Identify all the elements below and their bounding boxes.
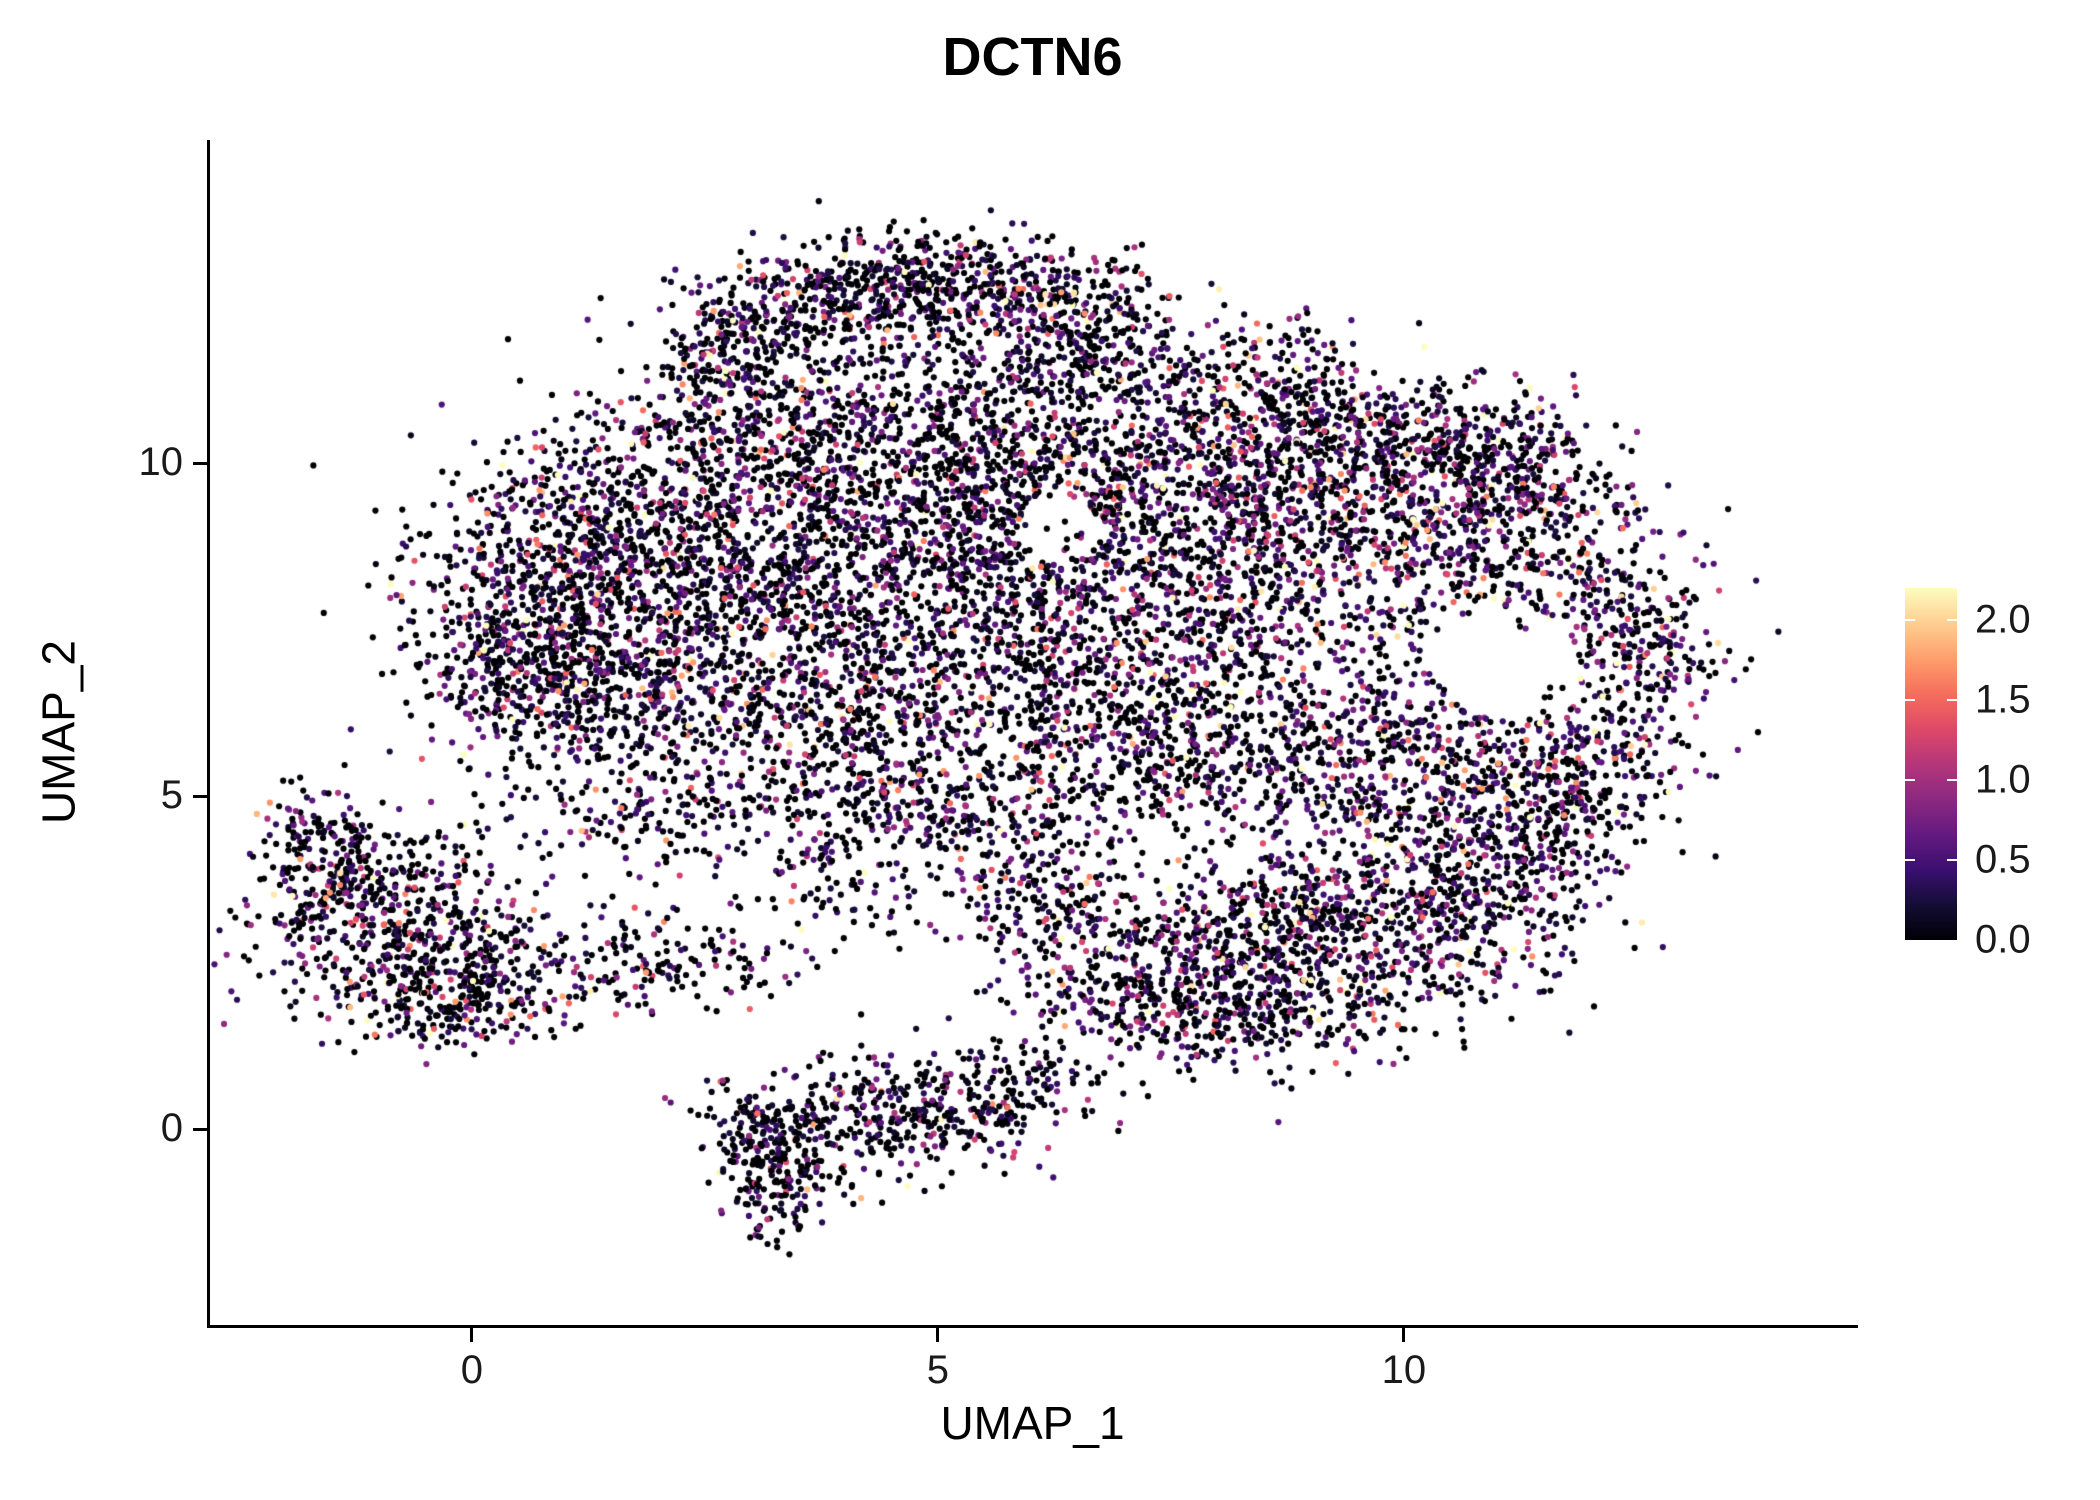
colorbar-tick-label: 1.5 [1975, 677, 2031, 722]
colorbar-tick-label: 0.5 [1975, 837, 2031, 882]
y-tick-mark [193, 795, 207, 799]
colorbar-tick-mark [1905, 699, 1915, 701]
colorbar-tick-mark [1905, 779, 1915, 781]
y-tick-mark [193, 1128, 207, 1132]
x-tick-mark [470, 1328, 474, 1342]
colorbar-tick-mark [1947, 619, 1957, 621]
x-tick-label: 5 [926, 1348, 950, 1392]
colorbar-tick-label: 0.0 [1975, 917, 2031, 962]
colorbar-gradient [1905, 588, 1957, 940]
scatter-canvas [210, 140, 1855, 1325]
x-tick-label: 0 [460, 1348, 484, 1392]
colorbar-tick-mark [1905, 859, 1915, 861]
y-tick-label: 5 [160, 772, 183, 817]
y-axis-line [207, 140, 210, 1328]
plot-title: DCTN6 [942, 27, 1123, 87]
x-tick-label: 10 [1381, 1348, 1427, 1392]
colorbar-tick-mark [1947, 859, 1957, 861]
colorbar-tick-mark [1947, 699, 1957, 701]
y-tick-label: 0 [160, 1105, 183, 1150]
x-axis-label: UMAP_1 [940, 1397, 1125, 1449]
colorbar-tick-label: 2.0 [1975, 597, 2031, 642]
colorbar-tick-mark [1947, 779, 1957, 781]
x-axis-line [207, 1325, 1858, 1328]
x-tick-mark [1402, 1328, 1406, 1342]
x-tick-mark [936, 1328, 940, 1342]
y-tick-label: 10 [138, 439, 184, 484]
colorbar-tick-mark [1905, 619, 1915, 621]
y-axis-label: UMAP_2 [32, 639, 85, 825]
y-tick-mark [193, 462, 207, 466]
colorbar-tick-label: 1.0 [1975, 757, 2031, 802]
